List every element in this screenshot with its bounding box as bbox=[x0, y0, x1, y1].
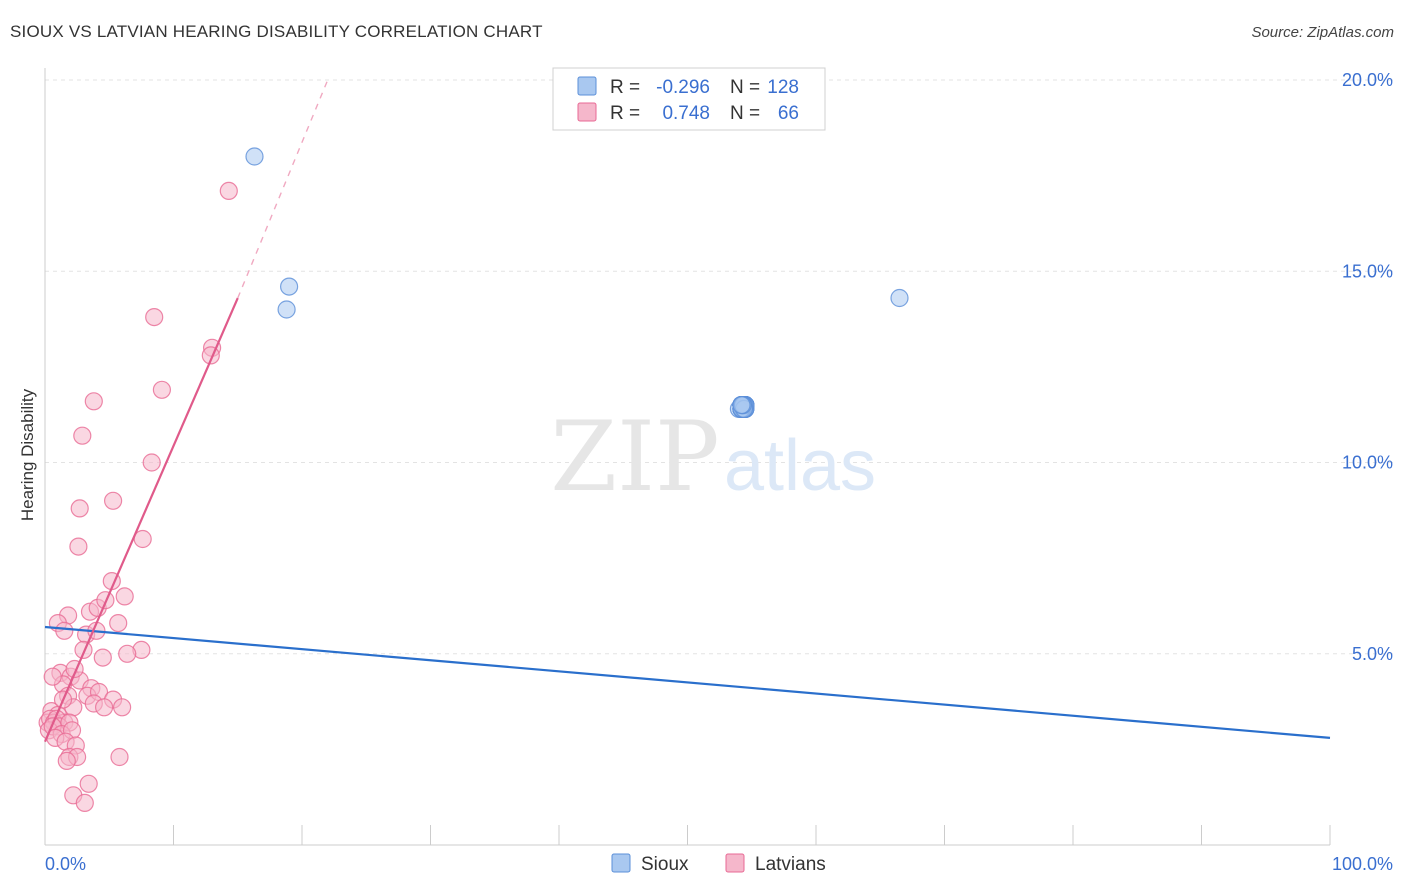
latvian-point bbox=[75, 793, 94, 813]
tick-labels: 5.0% 10.0% 15.0% 20.0% 0.0% 100.0% bbox=[45, 70, 1393, 874]
y-tick-label: 15.0% bbox=[1342, 261, 1393, 281]
legend-stats-box bbox=[552, 67, 826, 131]
sioux-point bbox=[732, 396, 751, 415]
latvian-point bbox=[112, 698, 132, 717]
latvian-point bbox=[118, 644, 137, 663]
legend-r-label: R = bbox=[610, 77, 640, 98]
sioux-point bbox=[277, 300, 296, 319]
latvian-trend-line bbox=[43, 297, 239, 743]
y-tick-label: 5.0% bbox=[1352, 644, 1393, 664]
latvian-point bbox=[43, 667, 62, 686]
latvian-point bbox=[110, 747, 129, 767]
source-label: Source: ZipAtlas.com bbox=[1251, 24, 1394, 41]
sioux-point bbox=[280, 277, 299, 296]
trend-lines bbox=[43, 79, 1331, 743]
y-axis-label: Hearing Disability bbox=[18, 388, 37, 521]
grid-lines bbox=[45, 79, 1395, 655]
legend-n-value: 128 bbox=[767, 77, 799, 98]
sioux-points bbox=[245, 147, 909, 418]
watermark-atlas: atlas bbox=[724, 426, 876, 506]
latvian-trend-extension bbox=[237, 79, 329, 299]
y-tick-label: 20.0% bbox=[1342, 70, 1393, 90]
x-tick-label: 0.0% bbox=[45, 854, 86, 874]
legend-r-value: 0.748 bbox=[662, 103, 710, 124]
legend-n-label: N = bbox=[730, 103, 760, 124]
sioux-point bbox=[245, 147, 264, 166]
latvian-point bbox=[109, 613, 128, 633]
latvian-point bbox=[152, 380, 171, 399]
latvian-point bbox=[219, 181, 238, 200]
legend-n-label: N = bbox=[730, 77, 760, 98]
legend-series-label: Sioux bbox=[641, 854, 689, 875]
latvian-point bbox=[103, 491, 123, 510]
legend-swatch bbox=[577, 102, 597, 122]
legend-n-value: 66 bbox=[778, 103, 799, 124]
legend-series: Sioux Latvians bbox=[611, 853, 826, 875]
watermark-zip: ZIP bbox=[550, 401, 719, 513]
latvian-point bbox=[115, 587, 134, 606]
latvian-point bbox=[69, 537, 88, 556]
legend-stats: R = -0.296 N = 128 R = 0.748 N = 66 bbox=[552, 67, 826, 131]
legend-series-label: Latvians bbox=[755, 854, 826, 875]
latvian-point bbox=[55, 621, 74, 640]
latvian-point bbox=[93, 648, 112, 667]
x-tick-label: 100.0% bbox=[1332, 854, 1393, 874]
chart-title: SIOUX VS LATVIAN HEARING DISABILITY CORR… bbox=[10, 22, 543, 41]
latvian-point bbox=[142, 453, 161, 472]
legend-series-swatch bbox=[611, 853, 631, 873]
latvian-point bbox=[84, 392, 103, 411]
latvian-point bbox=[145, 308, 164, 327]
latvian-points bbox=[38, 181, 238, 813]
sioux-point bbox=[890, 288, 909, 308]
latvian-point bbox=[73, 426, 92, 445]
legend-series-swatch bbox=[725, 853, 745, 873]
latvian-point bbox=[70, 499, 89, 518]
legend-r-value: -0.296 bbox=[656, 77, 710, 98]
latvian-point bbox=[79, 774, 98, 793]
axes bbox=[44, 68, 1331, 846]
latvian-point bbox=[94, 698, 114, 717]
watermark: ZIP atlas bbox=[550, 401, 876, 513]
legend-swatch bbox=[577, 76, 597, 96]
y-tick-label: 10.0% bbox=[1342, 453, 1393, 473]
sioux-trend-line bbox=[44, 625, 1331, 739]
legend-r-label: R = bbox=[610, 103, 640, 124]
latvian-point bbox=[57, 751, 76, 771]
